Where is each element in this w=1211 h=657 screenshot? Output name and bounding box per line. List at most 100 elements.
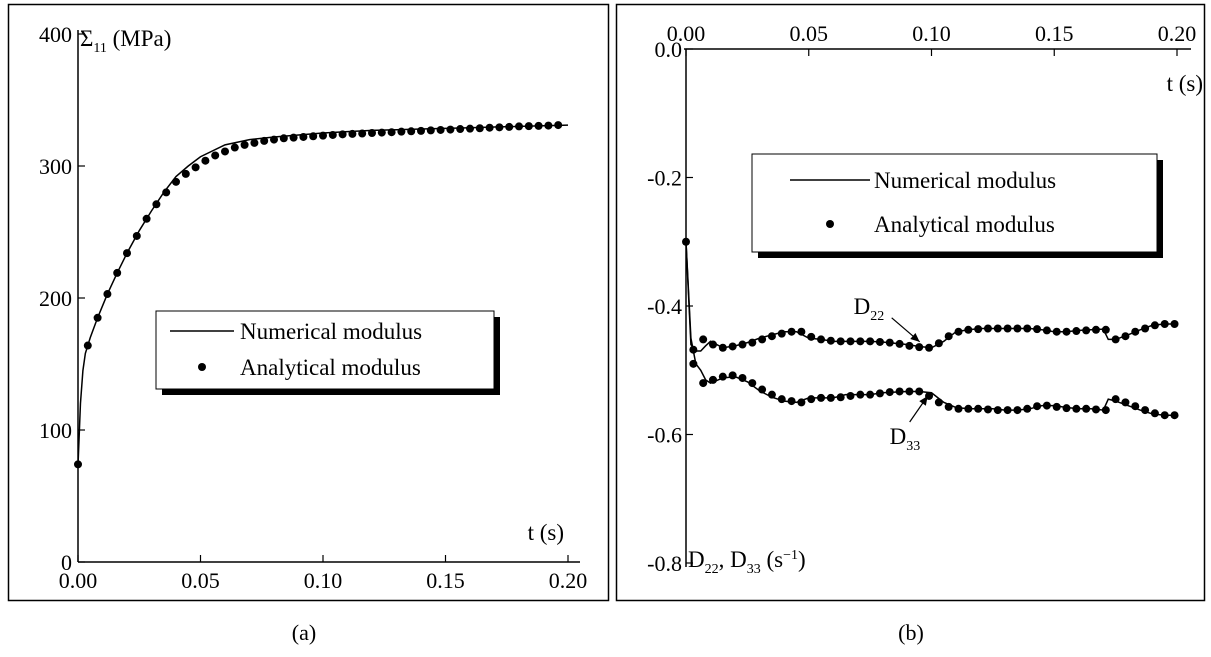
b-analytical-point-d33 <box>944 402 953 411</box>
b-legend-box <box>751 153 1158 253</box>
a-x-tick-label: 0.05 <box>181 568 220 593</box>
b-analytical-point-d33 <box>1013 406 1022 415</box>
b-analytical-point-d33 <box>954 404 963 413</box>
b-x-tick-label: 0.15 <box>1035 21 1074 46</box>
a-x-tick-label: 0.15 <box>426 568 465 593</box>
b-analytical-point-d22 <box>875 337 884 346</box>
b-analytical-point-d22 <box>682 237 690 246</box>
b-analytical-point-d33 <box>905 387 914 396</box>
b-analytical-point-d33 <box>787 397 796 406</box>
a-analytical-point <box>505 122 514 131</box>
b-analytical-point-d22 <box>1150 321 1159 330</box>
b-analytical-point-d33 <box>866 390 875 399</box>
a-series-numerical-line <box>77 124 569 466</box>
b-analytical-point-d22 <box>905 341 914 350</box>
b-y-tick-label: -0.8 <box>647 551 682 576</box>
b-analytical-point-d22 <box>1111 335 1120 344</box>
a-analytical-point <box>328 130 337 139</box>
a-analytical-point <box>368 129 376 137</box>
b-annotation-d33-label: D33 <box>890 424 921 454</box>
b-analytical-point-d33 <box>699 379 708 388</box>
a-analytical-point <box>485 123 494 132</box>
a-analytical-point <box>181 169 190 178</box>
b-analytical-point-d22 <box>728 342 737 351</box>
b-annotation-d33-main: D <box>890 424 907 449</box>
a-analytical-point <box>93 313 102 322</box>
b-analytical-point-d33 <box>1111 395 1120 404</box>
b-y-label-subscript: 33 <box>747 562 761 577</box>
b-annotation-d22-subscript: 22 <box>870 309 884 324</box>
b-analytical-point-d33 <box>689 359 698 368</box>
a-x-tick-label: 0.00 <box>59 568 98 593</box>
b-analytical-point-d33 <box>836 393 845 402</box>
a-y-label-symbol: Σ <box>80 26 93 51</box>
b-analytical-point-d22 <box>1042 326 1051 335</box>
a-y-label-unit: (MPa) <box>107 26 172 51</box>
b-analytical-point-d22 <box>817 335 826 344</box>
a-y-axis-label: Σ11 (MPa) <box>80 26 171 56</box>
a-analytical-point <box>417 126 425 135</box>
b-analytical-point-d22 <box>797 327 806 336</box>
b-analytical-point-d22 <box>1131 327 1140 336</box>
a-analytical-point <box>191 163 200 172</box>
a-analytical-point <box>83 341 92 350</box>
b-y-tick-label: -0.2 <box>647 166 682 191</box>
b-analytical-point-d22 <box>1033 325 1042 334</box>
b-analytical-point-d22 <box>895 339 904 348</box>
b-analytical-point-d22 <box>1121 332 1130 341</box>
b-analytical-point-d33 <box>846 391 855 400</box>
b-analytical-point-d22 <box>787 327 796 336</box>
b-annotation-d22-label: D22 <box>854 294 885 324</box>
b-y-label-part: , D <box>719 547 747 572</box>
a-analytical-point <box>387 128 396 137</box>
b-analytical-point-d33 <box>964 404 973 413</box>
b-series-numerical-line-d22 <box>685 241 1177 352</box>
b-y-label-part: ) <box>798 547 806 572</box>
a-analytical-point <box>456 125 465 134</box>
a-x-axis-label: t (s) <box>528 520 564 545</box>
b-analytical-point-d33 <box>797 398 806 407</box>
b-analytical-point-d22 <box>964 325 973 334</box>
b-analytical-point-d22 <box>738 340 747 349</box>
b-analytical-point-d22 <box>1091 325 1100 334</box>
caption-b: (b) <box>898 620 924 645</box>
b-analytical-point-d33 <box>826 393 835 402</box>
b-analytical-point-d33 <box>1170 411 1179 420</box>
b-analytical-point-d33 <box>709 375 718 384</box>
b-analytical-point-d33 <box>1003 406 1012 415</box>
b-analytical-point-d22 <box>925 343 934 352</box>
b-x-axis-label: t (s) <box>1167 71 1203 96</box>
a-analytical-point <box>348 129 357 138</box>
b-analytical-point-d22 <box>866 337 875 346</box>
b-analytical-point-d33 <box>758 385 767 394</box>
b-analytical-point-d33 <box>1033 402 1042 411</box>
b-analytical-point-d33 <box>1131 402 1140 411</box>
b-analytical-point-d33 <box>895 387 904 396</box>
b-analytical-point-d22 <box>699 335 708 344</box>
a-analytical-point <box>407 127 416 136</box>
panel-a-frame <box>7 3 610 602</box>
b-analytical-point-d22 <box>1013 324 1022 333</box>
a-analytical-point <box>515 122 523 131</box>
b-y-label-part: D <box>688 547 705 572</box>
a-analytical-point <box>544 121 553 130</box>
a-analytical-point <box>260 136 269 145</box>
a-analytical-point <box>240 140 249 149</box>
a-analytical-point <box>554 121 563 130</box>
b-legend-entry-numerical: Numerical modulus <box>874 168 1056 193</box>
a-analytical-point <box>132 231 141 240</box>
a-analytical-point <box>250 138 259 147</box>
a-analytical-point <box>142 214 151 223</box>
a-x-tick-label: 0.20 <box>549 568 588 593</box>
panel-b-frame <box>615 3 1206 602</box>
b-analytical-point-d33 <box>993 406 1002 415</box>
a-analytical-point <box>524 122 533 131</box>
b-analytical-point-d33 <box>728 371 737 380</box>
panel-a: 0.00 0.05 0.10 0.15 0.20 0 100 200 300 400 Σ11 (MP… <box>39 22 587 593</box>
b-analytical-point-d22 <box>944 332 953 341</box>
a-analytical-point <box>162 188 171 197</box>
b-analytical-point-d33 <box>1121 398 1130 407</box>
b-analytical-point-d22 <box>807 332 816 341</box>
b-analytical-point-d22 <box>915 343 924 352</box>
a-analytical-point <box>270 135 278 144</box>
